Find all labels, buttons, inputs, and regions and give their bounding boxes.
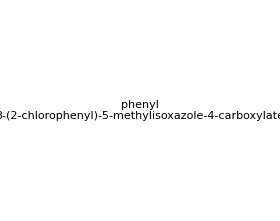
Text: phenyl 3-(2-chlorophenyl)-5-methylisoxazole-4-carboxylate: phenyl 3-(2-chlorophenyl)-5-methylisoxaz… (0, 100, 280, 121)
